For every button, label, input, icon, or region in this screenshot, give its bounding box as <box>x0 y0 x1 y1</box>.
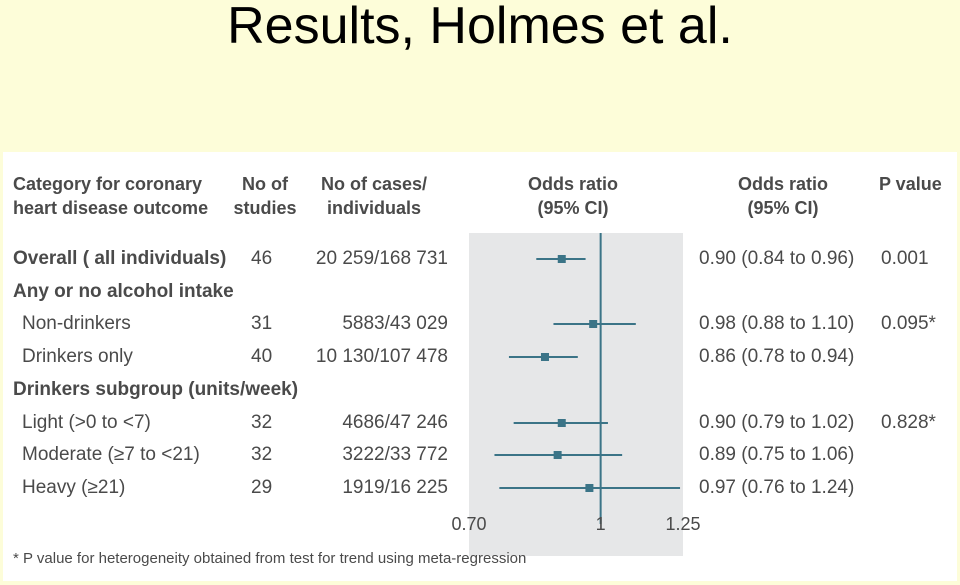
point-estimate <box>540 353 549 361</box>
forest-plot <box>494 233 681 524</box>
row-or-text: 0.86 (0.78 to 0.94) <box>699 346 855 367</box>
header-cases: No of cases/ individuals <box>320 174 428 218</box>
row-label: Non-drinkers <box>22 313 131 334</box>
row-cases: 1919/16 225 <box>342 477 448 498</box>
row-label: Moderate (≥7 to <21) <box>22 444 200 465</box>
row-studies: 29 <box>251 477 273 498</box>
x-tick-label: 0.70 <box>451 514 487 534</box>
row-label: Overall ( all individuals) <box>13 248 227 269</box>
row-studies: 32 <box>251 444 273 465</box>
row-cases: 4686/47 246 <box>342 412 448 433</box>
row-cases: 10 130/107 478 <box>315 346 448 367</box>
row-studies: 32 <box>251 412 273 433</box>
header-pvalue: P value <box>879 174 942 194</box>
row-or-text: 0.90 (0.79 to 1.02) <box>699 412 855 433</box>
header-or-text: Odds ratio (95% CI) <box>737 174 828 218</box>
row-pvalue: 0.095* <box>881 313 936 334</box>
row-or-text: 0.97 (0.76 to 1.24) <box>699 477 855 498</box>
header-category: Category for coronary heart disease outc… <box>13 174 209 218</box>
row-or-text: 0.90 (0.84 to 0.96) <box>699 248 855 269</box>
row-label: Drinkers only <box>22 346 133 367</box>
row-label: Drinkers subgroup (units/week) <box>13 379 299 400</box>
row-studies: 31 <box>251 313 273 334</box>
forest-plot-panel: Category for coronary heart disease outc… <box>3 152 957 581</box>
header-studies: No of studies <box>233 174 297 218</box>
point-estimate <box>553 451 562 459</box>
row-or-text: 0.98 (0.88 to 1.10) <box>699 313 855 334</box>
row-label: Heavy (≥21) <box>22 477 126 498</box>
row-cases: 3222/33 772 <box>342 444 448 465</box>
plot-band <box>469 233 683 556</box>
row-pvalue: 0.001 <box>881 248 929 269</box>
slide-title: Results, Holmes et al. <box>227 0 733 55</box>
row-pvalue: 0.828* <box>881 412 936 433</box>
row-cases: 5883/43 029 <box>342 313 448 334</box>
header-or-plot: Odds ratio (95% CI) <box>527 174 618 218</box>
point-estimate <box>585 484 594 492</box>
footnote: * P value for heterogeneity obtained fro… <box>13 550 527 567</box>
row-label: Any or no alcohol intake <box>13 281 234 302</box>
row-studies: 46 <box>251 248 273 269</box>
row-cases: 20 259/168 731 <box>315 248 448 269</box>
row-or-text: 0.89 (0.75 to 1.06) <box>699 444 855 465</box>
point-estimate <box>557 419 566 427</box>
x-tick-label: 1 <box>595 514 606 534</box>
x-tick-label: 1.25 <box>665 514 701 534</box>
point-estimate <box>589 320 598 328</box>
row-studies: 40 <box>251 346 273 367</box>
row-label: Light (>0 to <7) <box>22 412 151 433</box>
point-estimate <box>557 255 566 263</box>
